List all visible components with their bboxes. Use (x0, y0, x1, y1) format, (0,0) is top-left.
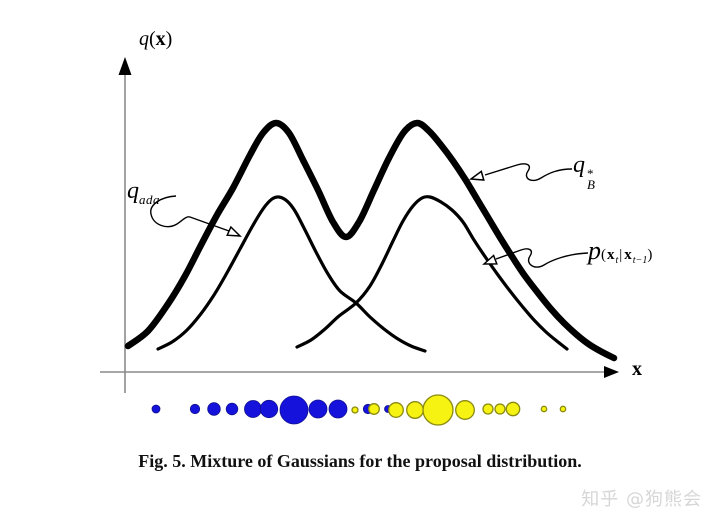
yellow-sample-dot (482, 403, 494, 415)
blue-sample-dot (328, 399, 348, 419)
blue-sample-dot (151, 404, 161, 414)
blue-sample-dot (244, 400, 262, 418)
p-prior-open-arrowhead-icon (482, 254, 498, 265)
q-ada-leader-line (150, 195, 230, 232)
blue-sample-dot (225, 402, 239, 416)
blue-sample-dot (308, 399, 328, 419)
blue-sample-dot (207, 402, 221, 416)
yellow-sample-dot (505, 401, 521, 417)
yellow-sample-dot (422, 394, 454, 426)
x-axis-label: x (632, 358, 642, 380)
p-prior-leader-line (495, 248, 589, 268)
figure-caption: Fig. 5. Mixture of Gaussians for the pro… (138, 451, 582, 471)
yellow-sample-dot (406, 401, 424, 419)
y-axis-label-q: q (139, 28, 149, 50)
p-prior-curve (295, 195, 569, 351)
q-ada-open-arrowhead-icon (226, 225, 242, 237)
q-b-star-open-arrowhead-icon (468, 170, 485, 181)
blue-sample-dot (189, 403, 201, 415)
yellow-sample-dot (455, 400, 475, 420)
yellow-sample-dot (494, 403, 506, 415)
q-b-star-leader-line (484, 163, 573, 182)
p-prior-label: p(xt| xt−1) (588, 236, 653, 266)
q-b-star-label: q * B (573, 152, 595, 193)
yellow-sample-dot (559, 405, 567, 413)
yellow-sample-dot (540, 405, 548, 413)
yellow-sample-dot (351, 406, 359, 414)
x-axis-arrowhead-icon (604, 366, 619, 378)
yellow-sample-dot (368, 403, 380, 415)
q-ada-label: qada (127, 178, 160, 207)
blue-sample-dot (259, 399, 279, 419)
y-axis-label: q(x) (139, 28, 173, 50)
q-b-star-curve (124, 119, 618, 362)
yellow-sample-dot (388, 402, 404, 418)
watermark: 知乎 @狗熊会 (581, 489, 702, 510)
blue-sample-dot (279, 395, 309, 425)
y-axis-arrowhead-icon (118, 57, 132, 75)
q-ada-curve (156, 195, 427, 353)
